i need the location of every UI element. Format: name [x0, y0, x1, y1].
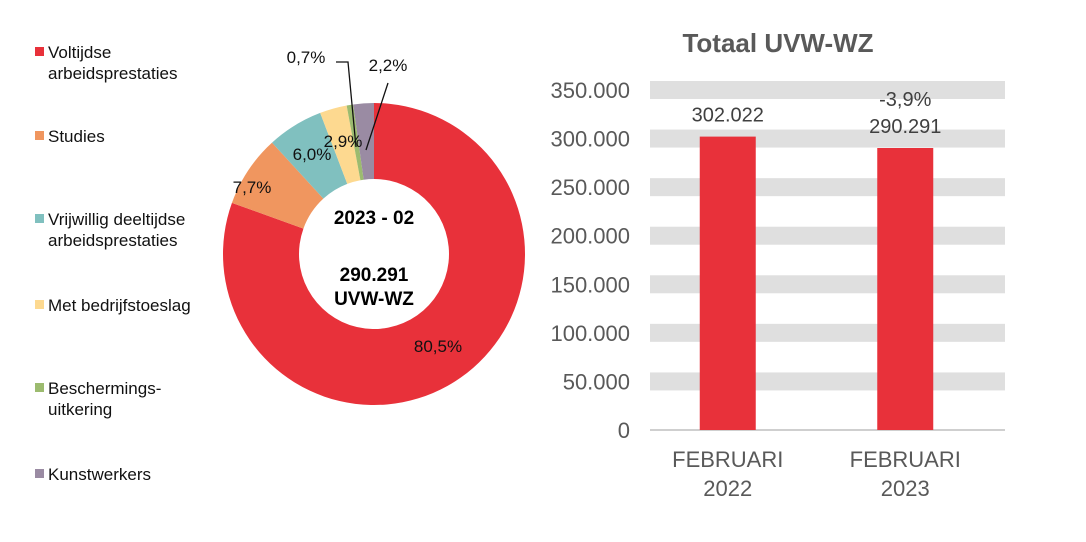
bar-0	[699, 136, 756, 431]
legend-label-3-0: Met bedrijfstoeslag	[48, 296, 191, 315]
center-period: 2023 - 02	[334, 208, 414, 229]
slice-label-0: 80,5%	[414, 337, 462, 356]
slice-label-3: 2,9%	[324, 132, 363, 151]
legend-swatch-2	[35, 214, 44, 223]
donut-slice-3	[320, 105, 361, 184]
y-tick-label-6: 300.000	[550, 127, 630, 152]
legend-label-2-1: arbeidsprestaties	[48, 231, 177, 250]
y-tick-label-2: 100.000	[550, 321, 630, 346]
bar-data-label-1: 290.291	[869, 116, 941, 138]
legend-label-4-0: Beschermings-	[48, 379, 161, 398]
x-tick-label-1-1: 2023	[881, 476, 930, 501]
slice-label-1: 7,7%	[233, 178, 272, 197]
legend-label-0-1: arbeidsprestaties	[48, 64, 177, 83]
y-tick-label-0: 0	[618, 418, 630, 443]
leader-line-0-7	[336, 61, 357, 148]
x-tick-label-1-0: FEBRUARI	[850, 447, 961, 472]
legend-swatch-0	[35, 47, 44, 56]
leader-line-2-2	[365, 82, 389, 151]
change-label: -3,9%	[879, 89, 931, 111]
donut-slice-5	[353, 103, 374, 180]
donut-slice-2	[272, 112, 348, 199]
bar-data-label-0: 302.022	[692, 105, 764, 127]
legend-label-2-0: Vrijwillig deeltijdse	[48, 210, 185, 229]
legend-swatch-1	[35, 131, 44, 140]
bar-1	[877, 148, 934, 430]
y-tick-label-7: 350.000	[550, 78, 630, 103]
donut-slice-0	[222, 103, 526, 406]
y-tick-label-3: 150.000	[550, 272, 630, 297]
legend-label-0-0: Voltijdse	[48, 43, 111, 62]
donut-slice-1	[231, 142, 324, 229]
slice-label-5: 2,2%	[369, 56, 408, 75]
y-tick-label-5: 250.000	[550, 175, 630, 200]
x-tick-label-0-0: FEBRUARI	[672, 447, 783, 472]
bar-chart-title: Totaal UVW-WZ	[682, 28, 873, 58]
y-tick-label-4: 200.000	[550, 224, 630, 249]
legend-swatch-5	[35, 469, 44, 478]
x-tick-label-0-1: 2022	[703, 476, 752, 501]
y-tick-label-1: 50.000	[563, 369, 630, 394]
slice-label-4: 0,7%	[287, 48, 326, 67]
legend-swatch-4	[35, 383, 44, 392]
center-total: 290.291	[340, 265, 409, 286]
legend-label-4-1: uitkering	[48, 400, 112, 419]
legend-label-5-0: Kunstwerkers	[48, 465, 151, 484]
center-unit: UVW-WZ	[334, 289, 414, 310]
legend-label-1-0: Studies	[48, 127, 105, 146]
gridband-7	[650, 81, 1005, 99]
slice-label-2: 6,0%	[293, 145, 332, 164]
legend-swatch-3	[35, 300, 44, 309]
